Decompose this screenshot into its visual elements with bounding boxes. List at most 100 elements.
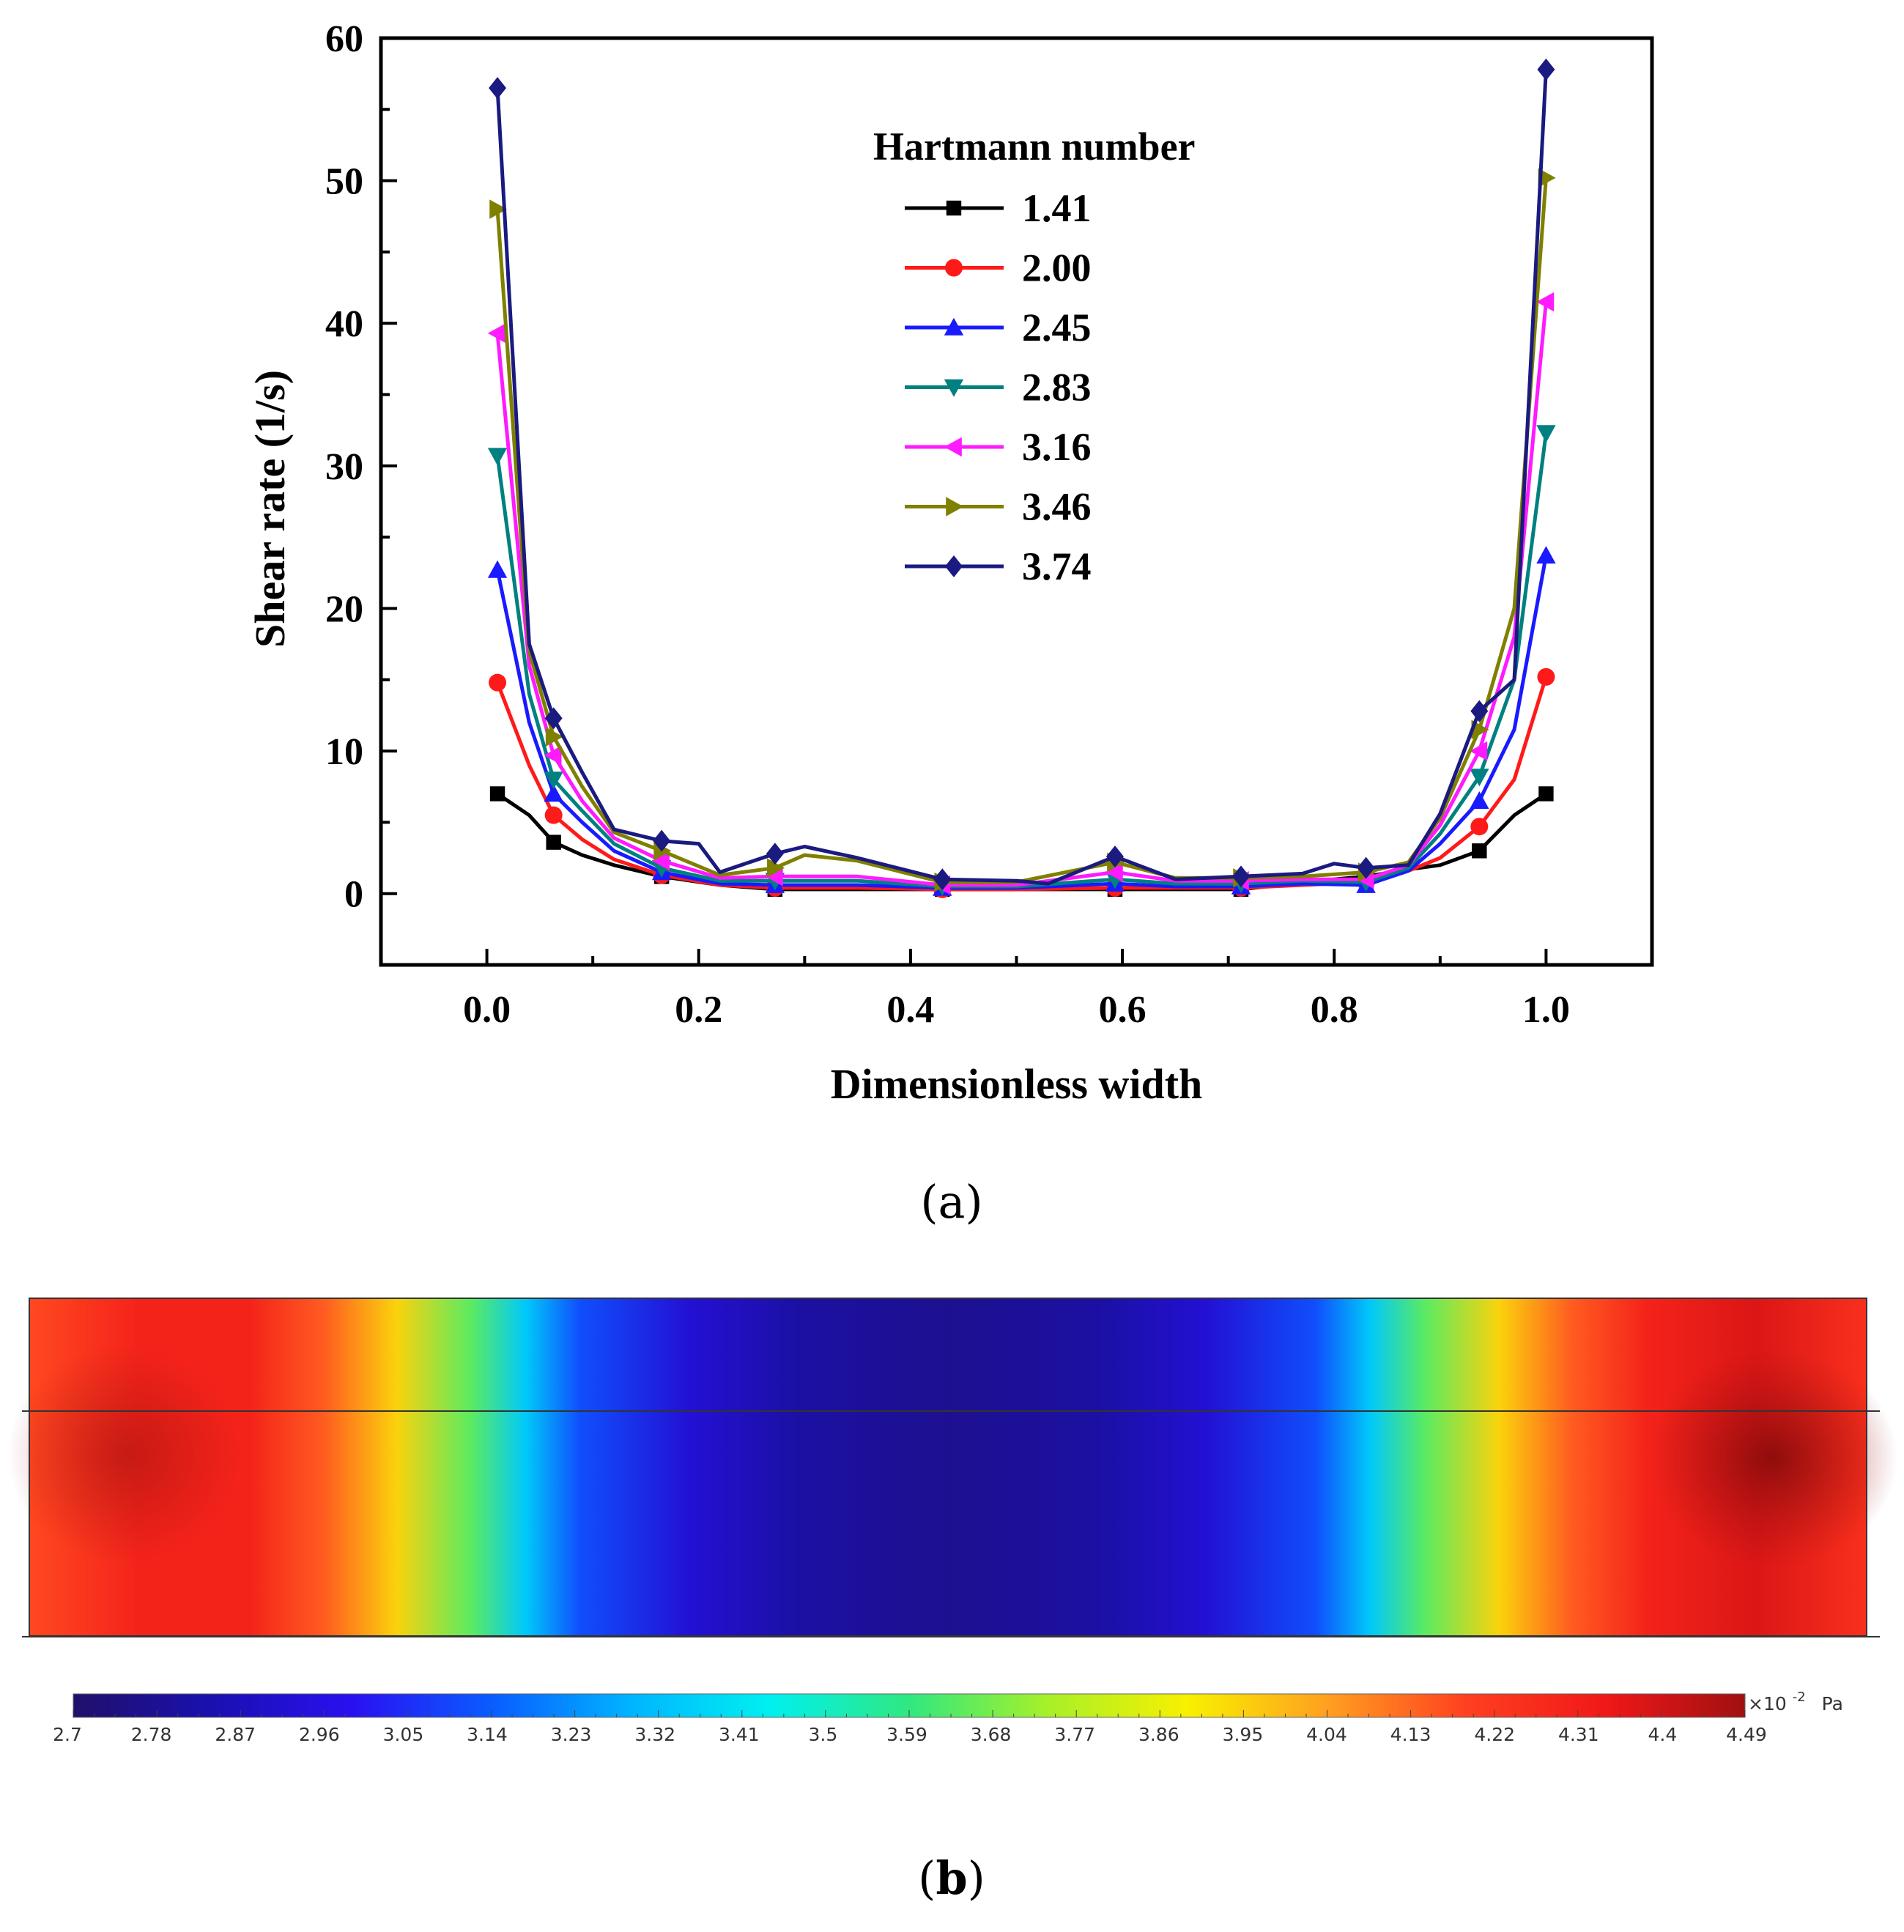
y-tick-label: 30 (325, 446, 363, 488)
legend-swatch-marker (945, 259, 963, 277)
data-point (1538, 786, 1554, 802)
data-point (544, 784, 563, 802)
legend-item: 2.83 (905, 366, 1092, 410)
data-point (544, 707, 563, 730)
colorbar-tick-label: 3.14 (467, 1724, 508, 1745)
data-point (1536, 292, 1555, 312)
legend-swatch-marker (945, 555, 963, 577)
data-point (544, 771, 563, 790)
data-point (544, 806, 563, 824)
panel-label-b-close: ) (968, 1851, 985, 1905)
data-point (766, 843, 784, 865)
colorbar-tick-label: 2.78 (131, 1724, 172, 1745)
legend-label: 3.46 (1022, 485, 1092, 529)
data-point (765, 867, 783, 887)
y-tick-label: 60 (325, 18, 363, 60)
legend-swatch-marker (946, 200, 962, 216)
colorbar-tick-label: 3.86 (1138, 1724, 1179, 1745)
legend-label: 2.45 (1022, 306, 1092, 349)
heatmap-field (29, 1298, 1867, 1636)
legend-item: 2.45 (905, 306, 1092, 349)
heatmap-hotspot-right (1648, 1348, 1897, 1568)
data-point (1470, 818, 1489, 836)
data-point (1536, 425, 1556, 443)
panel-label-a: (a) (920, 1175, 982, 1229)
data-point (1470, 741, 1488, 761)
data-point (767, 858, 785, 878)
legend: Hartmann number 1.41 2.00 2.45 2.83 3.16 3.46… (873, 125, 1196, 588)
data-point (651, 851, 670, 871)
x-axis-title: Dimensionless width (831, 1060, 1203, 1108)
y-tick-label: 40 (325, 303, 363, 345)
colorbar-tick-label: 3.5 (809, 1724, 838, 1745)
data-point (653, 829, 671, 852)
series-line (495, 69, 1548, 886)
x-tick-label: 0.6 (1099, 989, 1147, 1031)
y-tick-labels: 0 10 20 30 40 50 60 (325, 18, 363, 916)
wall-shear-stress-map: 2.7 2.78 2.87 2.96 3.05 3.14 3.23 3.32 3.41 3.5 3.… (7, 1298, 1897, 1905)
legend-item: 3.46 (905, 485, 1092, 529)
shear-rate-chart: 0.0 0.2 0.4 0.6 0.8 1.0 0 10 20 30 40 50 60 Dimensi… (246, 18, 1654, 1229)
legend-swatch-marker (944, 317, 964, 336)
x-tick-label: 0.4 (886, 989, 934, 1031)
panel-label-b: (b) (918, 1851, 985, 1905)
data-point (545, 727, 563, 747)
x-tick-label: 0.2 (675, 989, 722, 1031)
data-point (1537, 58, 1555, 81)
data-point (487, 323, 505, 344)
colorbar-tick-label: 3.23 (551, 1724, 592, 1745)
colorbar-tick-label: 3.41 (719, 1724, 760, 1745)
data-point (1357, 856, 1375, 879)
x-tick-label: 0.0 (463, 989, 511, 1031)
data-point (1538, 168, 1556, 188)
y-tick-label: 20 (325, 588, 363, 630)
data-point (1470, 791, 1489, 809)
colorbar-tick-label: 4.22 (1474, 1724, 1515, 1745)
colorbar-tick-label: 4.04 (1306, 1724, 1347, 1745)
x-tick-label: 1.0 (1522, 989, 1570, 1031)
colorbar-unit-label: Pa (1822, 1693, 1843, 1714)
legend-label: 1.41 (1022, 186, 1092, 230)
legend-swatch-marker (944, 379, 964, 397)
panel-label-b-letter: b (936, 1851, 967, 1905)
legend-label: 3.74 (1022, 544, 1092, 588)
y-tick-label: 10 (325, 731, 363, 773)
colorbar-tick-label: 3.95 (1223, 1724, 1264, 1745)
series-2.45 (487, 546, 1556, 896)
colorbar-tick-label: 4.31 (1558, 1724, 1599, 1745)
heatmap-hotspot-left (7, 1344, 242, 1564)
legend-swatch-marker (946, 497, 964, 517)
plot-frame (379, 36, 1654, 967)
colorbar-exponent: -2 (1793, 1689, 1806, 1705)
data-point (1536, 546, 1556, 564)
data-point (544, 745, 562, 766)
y-tick-label: 50 (325, 161, 363, 203)
legend-label: 3.16 (1022, 425, 1092, 469)
series-line (495, 301, 1548, 887)
legend-item: 1.41 (905, 186, 1092, 230)
series-3.74 (489, 58, 1555, 891)
data-point (1470, 700, 1489, 722)
x-tick-labels: 0.0 0.2 0.4 0.6 0.8 1.0 (463, 989, 1570, 1031)
colorbar-tick-label: 3.68 (971, 1724, 1012, 1745)
series-layer (487, 58, 1556, 898)
data-point (489, 673, 507, 692)
data-point (489, 786, 505, 802)
data-point (489, 199, 508, 219)
colorbar-tick-label: 3.05 (383, 1724, 424, 1745)
panel-label-b-open: ( (918, 1851, 936, 1905)
axes-ticks (379, 37, 1653, 966)
data-point (489, 77, 507, 100)
legend-title: Hartmann number (873, 125, 1196, 169)
y-tick-label: 0 (344, 874, 363, 916)
colorbar-tick-label: 3.77 (1054, 1724, 1095, 1745)
data-point (1470, 769, 1489, 787)
colorbar-tick-label: 2.7 (53, 1724, 82, 1745)
colorbar-ticks: 2.7 2.78 2.87 2.96 3.05 3.14 3.23 3.32 3.41 3.5 3.… (53, 1710, 1767, 1745)
y-axis-title: Shear rate (1/s) (246, 370, 294, 648)
data-point (1105, 862, 1123, 882)
colorbar-tick-label: 4.4 (1648, 1724, 1678, 1745)
data-point (487, 448, 508, 466)
data-point (933, 868, 952, 891)
